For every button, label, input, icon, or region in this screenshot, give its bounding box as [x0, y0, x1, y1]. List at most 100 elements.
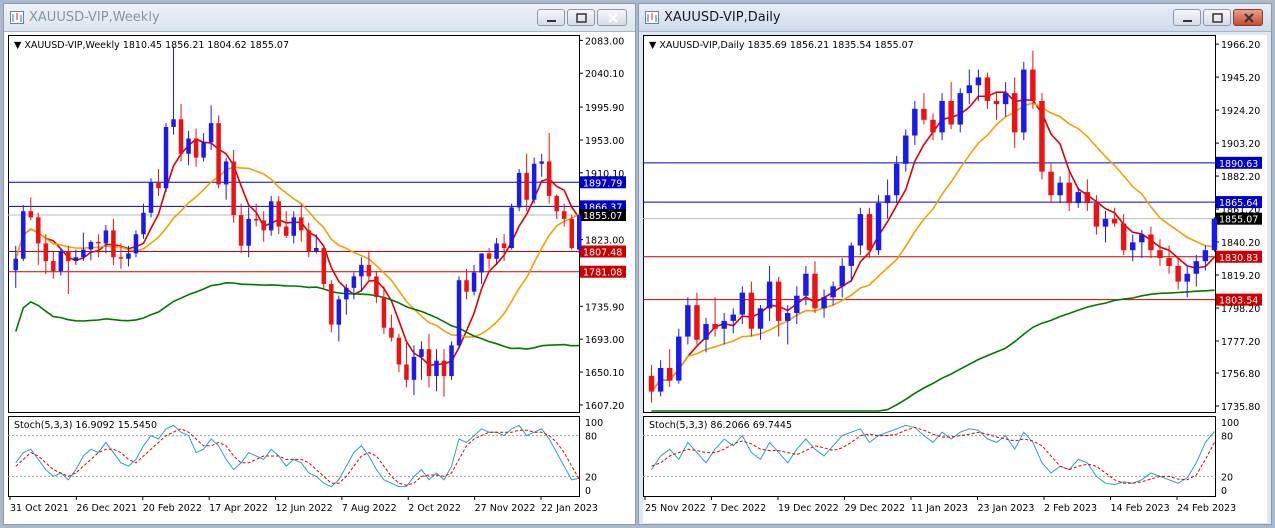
candle-body	[1202, 250, 1209, 262]
chart-window-icon	[645, 11, 659, 24]
bearish-candle	[329, 280, 334, 333]
price-tick-label: 1953.00	[585, 136, 624, 147]
minimize-icon	[547, 20, 556, 22]
bearish-candle	[1011, 77, 1018, 149]
stochastic-k-line	[651, 424, 1215, 486]
date-tick-label: 11 Jan 2023	[911, 503, 968, 514]
current-price-label: 1855.07	[1219, 215, 1258, 226]
bearish-candle	[28, 197, 34, 221]
bearish-candle	[389, 314, 394, 342]
stochastic-tick-label: 0	[1221, 486, 1227, 497]
maximize-icon	[1212, 13, 1223, 23]
candle-body	[569, 218, 574, 249]
maximize-icon	[576, 13, 587, 23]
bullish-candle	[739, 286, 746, 325]
price-tick-label: 1882.20	[1221, 172, 1260, 183]
weekly-chart-window[interactable]: XAUUSD-VIP,Weekly 2083.00 2040.10 1995.90 1…	[3, 3, 636, 525]
bearish-candle	[276, 195, 281, 235]
stochastic-k-line	[15, 424, 580, 488]
candle-body	[554, 195, 559, 212]
candle-body	[336, 299, 342, 325]
bearish-candle	[426, 333, 432, 388]
bullish-candle	[839, 258, 845, 298]
date-tick-label: 23 Jan 2023	[978, 503, 1035, 514]
bullish-candle	[576, 214, 582, 254]
candle-body	[1175, 265, 1181, 282]
level-label-box	[1216, 250, 1262, 263]
candle-body	[344, 287, 349, 300]
daily-chart-window[interactable]: XAUUSD-VIP,Daily 1966.20 1945.20 1924.20 19…	[638, 3, 1272, 525]
stochastic-d-line	[15, 428, 580, 486]
candle-body	[1002, 93, 1009, 105]
candle-body	[539, 161, 544, 164]
candle-body	[957, 93, 963, 125]
bullish-candle	[103, 225, 109, 254]
bullish-candle	[730, 308, 736, 334]
fast-moving-average-line	[15, 138, 580, 367]
level-label: 1890.63	[1219, 159, 1258, 170]
bearish-candle	[283, 211, 289, 239]
price-tick-label: 1735.90	[585, 302, 624, 313]
bearish-candle	[306, 222, 312, 258]
daily-window-titlebar[interactable]: XAUUSD-VIP,Daily	[639, 4, 1271, 32]
minimize-button[interactable]	[1173, 9, 1201, 26]
bearish-candle	[118, 243, 124, 269]
bearish-candle	[1157, 239, 1163, 266]
candle-body	[1157, 250, 1163, 259]
minimize-button[interactable]	[537, 9, 565, 26]
close-button[interactable]	[597, 9, 627, 26]
candle-body	[1075, 192, 1081, 204]
date-tick-label: 17 Apr 2022	[209, 503, 268, 514]
bullish-candle	[21, 205, 26, 262]
candle-body	[516, 172, 522, 208]
candle-body	[441, 360, 447, 376]
bullish-candle	[268, 195, 274, 236]
stochastic-pane-frame	[8, 416, 580, 497]
candle-body	[857, 214, 864, 246]
bullish-candle	[893, 155, 900, 204]
bearish-candle	[486, 248, 492, 269]
candle-body	[268, 201, 274, 231]
stochastic-label: Stoch(5,3,3) 16.9092 15.5450	[14, 420, 157, 431]
weekly-window-titlebar[interactable]: XAUUSD-VIP,Weekly	[4, 4, 635, 32]
candle-body	[456, 280, 462, 346]
bearish-candle	[930, 113, 936, 141]
candle-body	[28, 211, 34, 218]
candle-body	[13, 258, 19, 271]
level-label: 1897.79	[583, 178, 622, 189]
date-tick-label: 20 Feb 2022	[143, 503, 202, 514]
symbol-info-header: ▼ XAUUSD-VIP,Daily 1835.69 1856.21 1835.…	[649, 40, 914, 51]
candle-body	[685, 305, 691, 337]
close-button[interactable]	[1233, 9, 1263, 26]
bullish-candle	[411, 345, 417, 396]
candle-body	[81, 249, 86, 258]
bearish-candle	[501, 234, 507, 262]
date-tick-label: 2 Feb 2023	[1044, 503, 1097, 514]
maximize-button[interactable]	[567, 9, 595, 26]
candle-body	[1166, 258, 1172, 266]
price-tick-label: 1777.20	[1221, 337, 1260, 348]
bearish-candle	[1166, 245, 1172, 274]
maximize-button[interactable]	[1203, 9, 1231, 26]
bullish-candle	[58, 248, 64, 276]
bearish-candle	[1175, 258, 1181, 290]
level-label-box	[1216, 156, 1262, 169]
candle-body	[88, 241, 94, 250]
bearish-candle	[193, 128, 199, 167]
bullish-candle	[456, 276, 462, 350]
bearish-candle	[524, 153, 529, 212]
bearish-candle	[775, 276, 782, 337]
bullish-candle	[721, 313, 727, 345]
candle-body	[1193, 261, 1200, 274]
price-tick-label: 1966.20	[1221, 40, 1260, 51]
close-icon	[1244, 13, 1254, 23]
bearish-candle	[712, 297, 718, 337]
candle-body	[411, 356, 417, 380]
candle-body	[1021, 69, 1027, 133]
daily-chart[interactable]: 1966.20 1945.20 1924.20 1903.20 1882.20 1861.…	[643, 35, 1267, 523]
candle-body	[261, 220, 266, 231]
bullish-candle	[81, 232, 86, 262]
bullish-candle	[344, 284, 349, 315]
bearish-candle	[554, 194, 559, 219]
weekly-chart[interactable]: 2083.00 2040.10 1995.90 1953.00 1910.10 1823.…	[8, 35, 631, 523]
